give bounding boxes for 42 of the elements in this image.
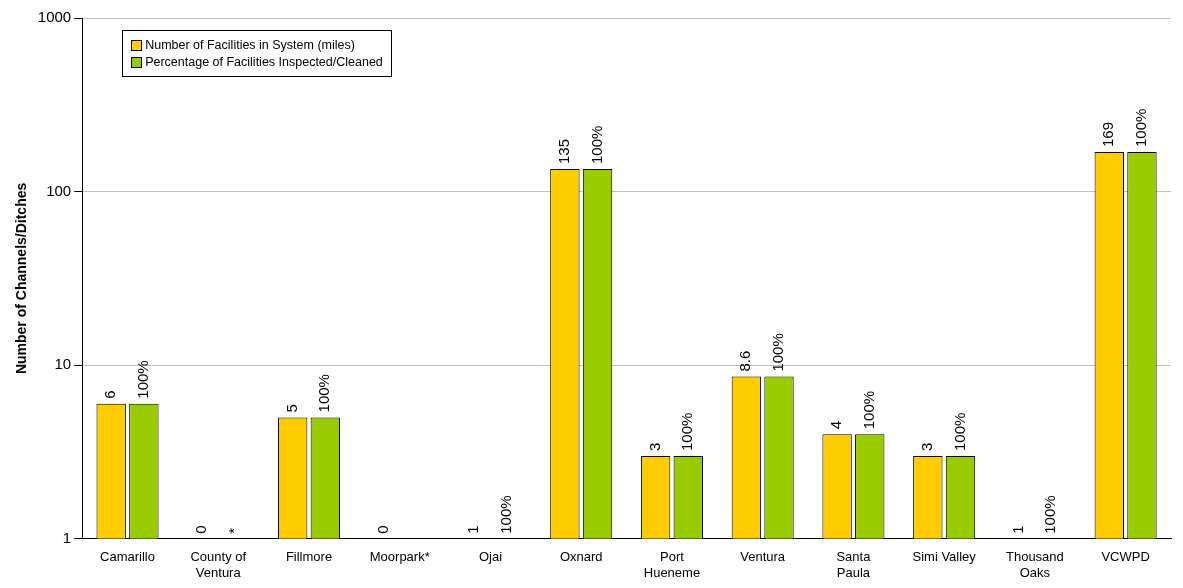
x-tick-label: Santa Paula: [836, 549, 872, 580]
annotation: 100%: [950, 412, 968, 451]
x-tick-label: Oxnard: [559, 549, 603, 565]
annotation: 8.6: [736, 350, 754, 372]
annotation: 135: [555, 138, 573, 164]
annotation: 100%: [1041, 495, 1059, 534]
annotation: 5: [282, 404, 300, 413]
x-tick-label: Thousand Oaks: [1005, 549, 1064, 580]
annotation: 1: [1008, 525, 1026, 534]
y-axis-title: Number of Channels/Ditches: [13, 182, 30, 375]
annotation: 4: [827, 420, 845, 430]
x-tick-label: County of Ventura: [190, 549, 247, 580]
annotation: 3: [917, 442, 935, 451]
y-tick-label: 10: [54, 355, 72, 373]
x-tick-label: Ojai: [478, 549, 503, 565]
annotation: *: [224, 527, 242, 534]
annotation: 100%: [678, 412, 696, 451]
x-tick-label: Port Hueneme: [643, 549, 701, 580]
x-tick-label: Simi Valley: [912, 549, 977, 565]
x-tick-label: VCWPD: [1101, 549, 1150, 565]
legend-label: Number of Facilities in System (miles): [145, 38, 355, 52]
x-tick-label: Fillmore: [285, 549, 333, 565]
annotation: 100%: [134, 360, 152, 399]
annotation: 100%: [769, 333, 787, 372]
y-tick-label: 100: [46, 181, 72, 199]
x-tick-label: Ventura: [740, 549, 786, 565]
legend-label: Percentage of Facilities Inspected/Cleaned: [145, 55, 383, 69]
annotation: 3: [645, 442, 663, 451]
x-tick-label: Moorpark*: [369, 549, 430, 565]
annotation: 6: [101, 390, 119, 399]
annotation: 100%: [587, 125, 605, 164]
y-tick-label: 1000: [37, 8, 72, 26]
y-tick-label: 1: [62, 528, 72, 546]
annotation: 0: [373, 525, 391, 534]
annotation: 0: [192, 525, 210, 534]
annotation: 100%: [859, 390, 877, 430]
annotation: 100%: [315, 374, 333, 413]
annotation: 100%: [496, 495, 514, 534]
x-tick-label: Camarillo: [100, 549, 155, 565]
annotation: 100%: [1132, 108, 1150, 148]
annotation: 1: [464, 525, 482, 534]
annotation: 169: [1099, 122, 1117, 148]
